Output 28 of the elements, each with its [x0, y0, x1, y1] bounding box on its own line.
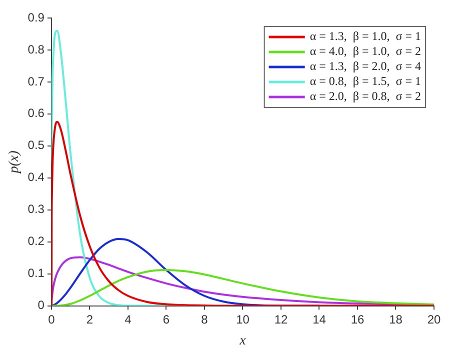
y-tick-label: 0.6	[28, 106, 45, 120]
x-tick-label: 8	[201, 312, 208, 326]
x-axis-title: x	[238, 333, 247, 348]
legend-label: α = 1.3, β = 1.0, σ = 1	[310, 29, 422, 44]
legend-label: α = 4.0, β = 1.0, σ = 2	[310, 44, 422, 58]
x-tick-label: 10	[236, 312, 250, 326]
y-tick-label: 0	[38, 298, 45, 312]
x-tick-label: 20	[427, 312, 441, 326]
x-tick-label: 14	[312, 312, 326, 326]
x-tick-label: 4	[124, 312, 132, 326]
y-tick-label: 0.5	[28, 138, 45, 152]
x-tick-label: 2	[86, 312, 94, 326]
x-tick-label: 0	[48, 312, 56, 326]
y-tick-label: 0.4	[28, 170, 45, 184]
x-tick-label: 12	[274, 312, 288, 326]
y-axis-title: p(x)	[7, 150, 22, 174]
x-tick-label: 6	[162, 312, 170, 326]
legend-label: α = 2.0, β = 0.8, σ = 2	[310, 89, 422, 104]
x-tick-label: 16	[350, 312, 364, 326]
y-tick-label: 0.7	[28, 74, 45, 88]
y-tick-label: 0.8	[28, 42, 45, 56]
y-tick-label: 0.9	[28, 10, 45, 24]
legend-label: α = 0.8, β = 1.5, σ = 1	[310, 74, 422, 88]
y-tick-label: 0.2	[28, 234, 45, 248]
y-tick-label: 0.1	[28, 266, 45, 280]
x-tick-label: 18	[389, 312, 403, 326]
legend-label: α = 1.3, β = 2.0, σ = 4	[310, 59, 422, 74]
y-tick-label: 0.3	[28, 202, 45, 216]
